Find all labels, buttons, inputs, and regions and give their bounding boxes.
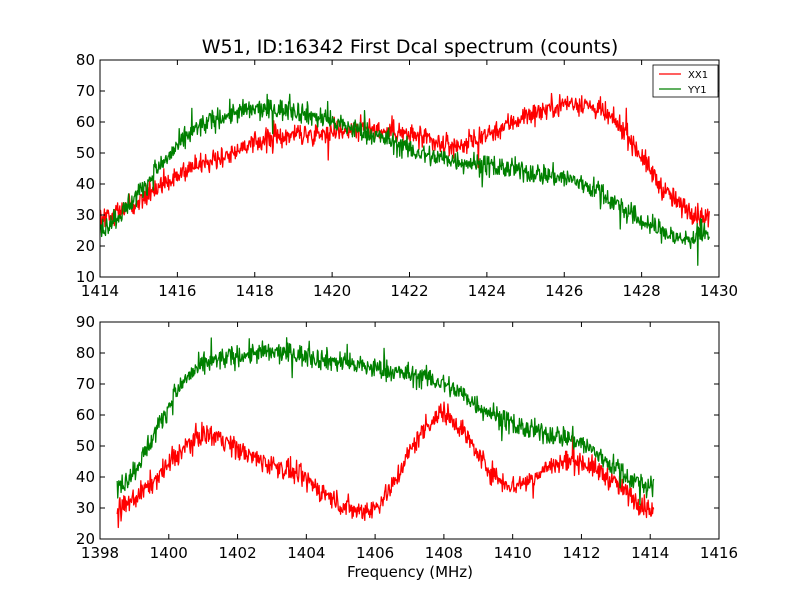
x-tick-label: 1398 (81, 544, 119, 562)
y-tick-label: 80 (76, 344, 95, 362)
series-line-xx1 (100, 92, 710, 233)
bottom-chart-x-ticks: 1398 1400 1402 1404 1406 1408 1410 1412 1414 1416 (81, 322, 738, 562)
x-tick-label: 1416 (158, 282, 196, 300)
y-tick-label: 90 (76, 313, 95, 331)
top-chart: W51, ID:16342 First Dcal spectrum (count… (76, 36, 738, 300)
bottom-chart-frame (99, 321, 720, 540)
y-tick-label: 30 (76, 499, 95, 517)
x-tick-label: 1404 (287, 544, 325, 562)
x-tick-label: 1418 (236, 282, 274, 300)
plot-frame (99, 321, 720, 540)
y-tick-label: 50 (76, 437, 95, 455)
series-line-yy1 (100, 93, 710, 266)
y-tick-label: 40 (76, 468, 95, 486)
y-tick-label: 20 (76, 237, 95, 255)
y-tick-label: 70 (76, 82, 95, 100)
x-tick-label: 1428 (623, 282, 661, 300)
bottom-chart-y-ticks: 20 30 40 50 60 70 80 90 (76, 313, 719, 548)
top-chart-plot-area (100, 92, 710, 266)
y-tick-label: 30 (76, 206, 95, 224)
bottom-chart-plot-area (116, 337, 655, 529)
legend-label-xx1: XX1 (688, 70, 708, 81)
x-tick-label: 1430 (700, 282, 738, 300)
bottom-chart: 1398 1400 1402 1404 1406 1408 1410 1412 1414 1416… (76, 313, 738, 581)
x-tick-label: 1424 (468, 282, 506, 300)
x-tick-label: 1420 (313, 282, 351, 300)
series-line-yy1 (116, 337, 655, 506)
x-tick-label: 1402 (218, 544, 256, 562)
legend-box (652, 64, 719, 98)
x-tick-label: 1426 (545, 282, 583, 300)
top-chart-x-ticks: 1414 1416 1418 1420 1422 1424 1426 1428 1430 (81, 60, 738, 300)
top-chart-title: W51, ID:16342 First Dcal spectrum (count… (202, 36, 619, 58)
y-tick-label: 20 (76, 530, 95, 548)
bottom-chart-x-axis-label: Frequency (MHz) (347, 563, 473, 581)
y-tick-label: 50 (76, 144, 95, 162)
x-tick-label: 1408 (425, 544, 463, 562)
legend: XX1 YY1 (652, 64, 719, 98)
y-tick-label: 60 (76, 113, 95, 131)
y-tick-label: 80 (76, 51, 95, 69)
y-tick-label: 10 (76, 268, 95, 286)
legend-label-yy1: YY1 (687, 85, 707, 96)
y-tick-label: 60 (76, 406, 95, 424)
x-tick-label: 1400 (150, 544, 188, 562)
x-tick-label: 1412 (562, 544, 600, 562)
y-tick-label: 40 (76, 175, 95, 193)
x-tick-label: 1414 (81, 282, 119, 300)
x-tick-label: 1410 (494, 544, 532, 562)
x-tick-label: 1406 (356, 544, 394, 562)
x-tick-label: 1414 (631, 544, 669, 562)
series-line-xx1 (116, 401, 655, 529)
y-tick-label: 70 (76, 375, 95, 393)
x-tick-label: 1422 (390, 282, 428, 300)
x-tick-label: 1416 (700, 544, 738, 562)
top-chart-y-ticks: 10 20 30 40 50 60 70 80 (76, 51, 719, 286)
